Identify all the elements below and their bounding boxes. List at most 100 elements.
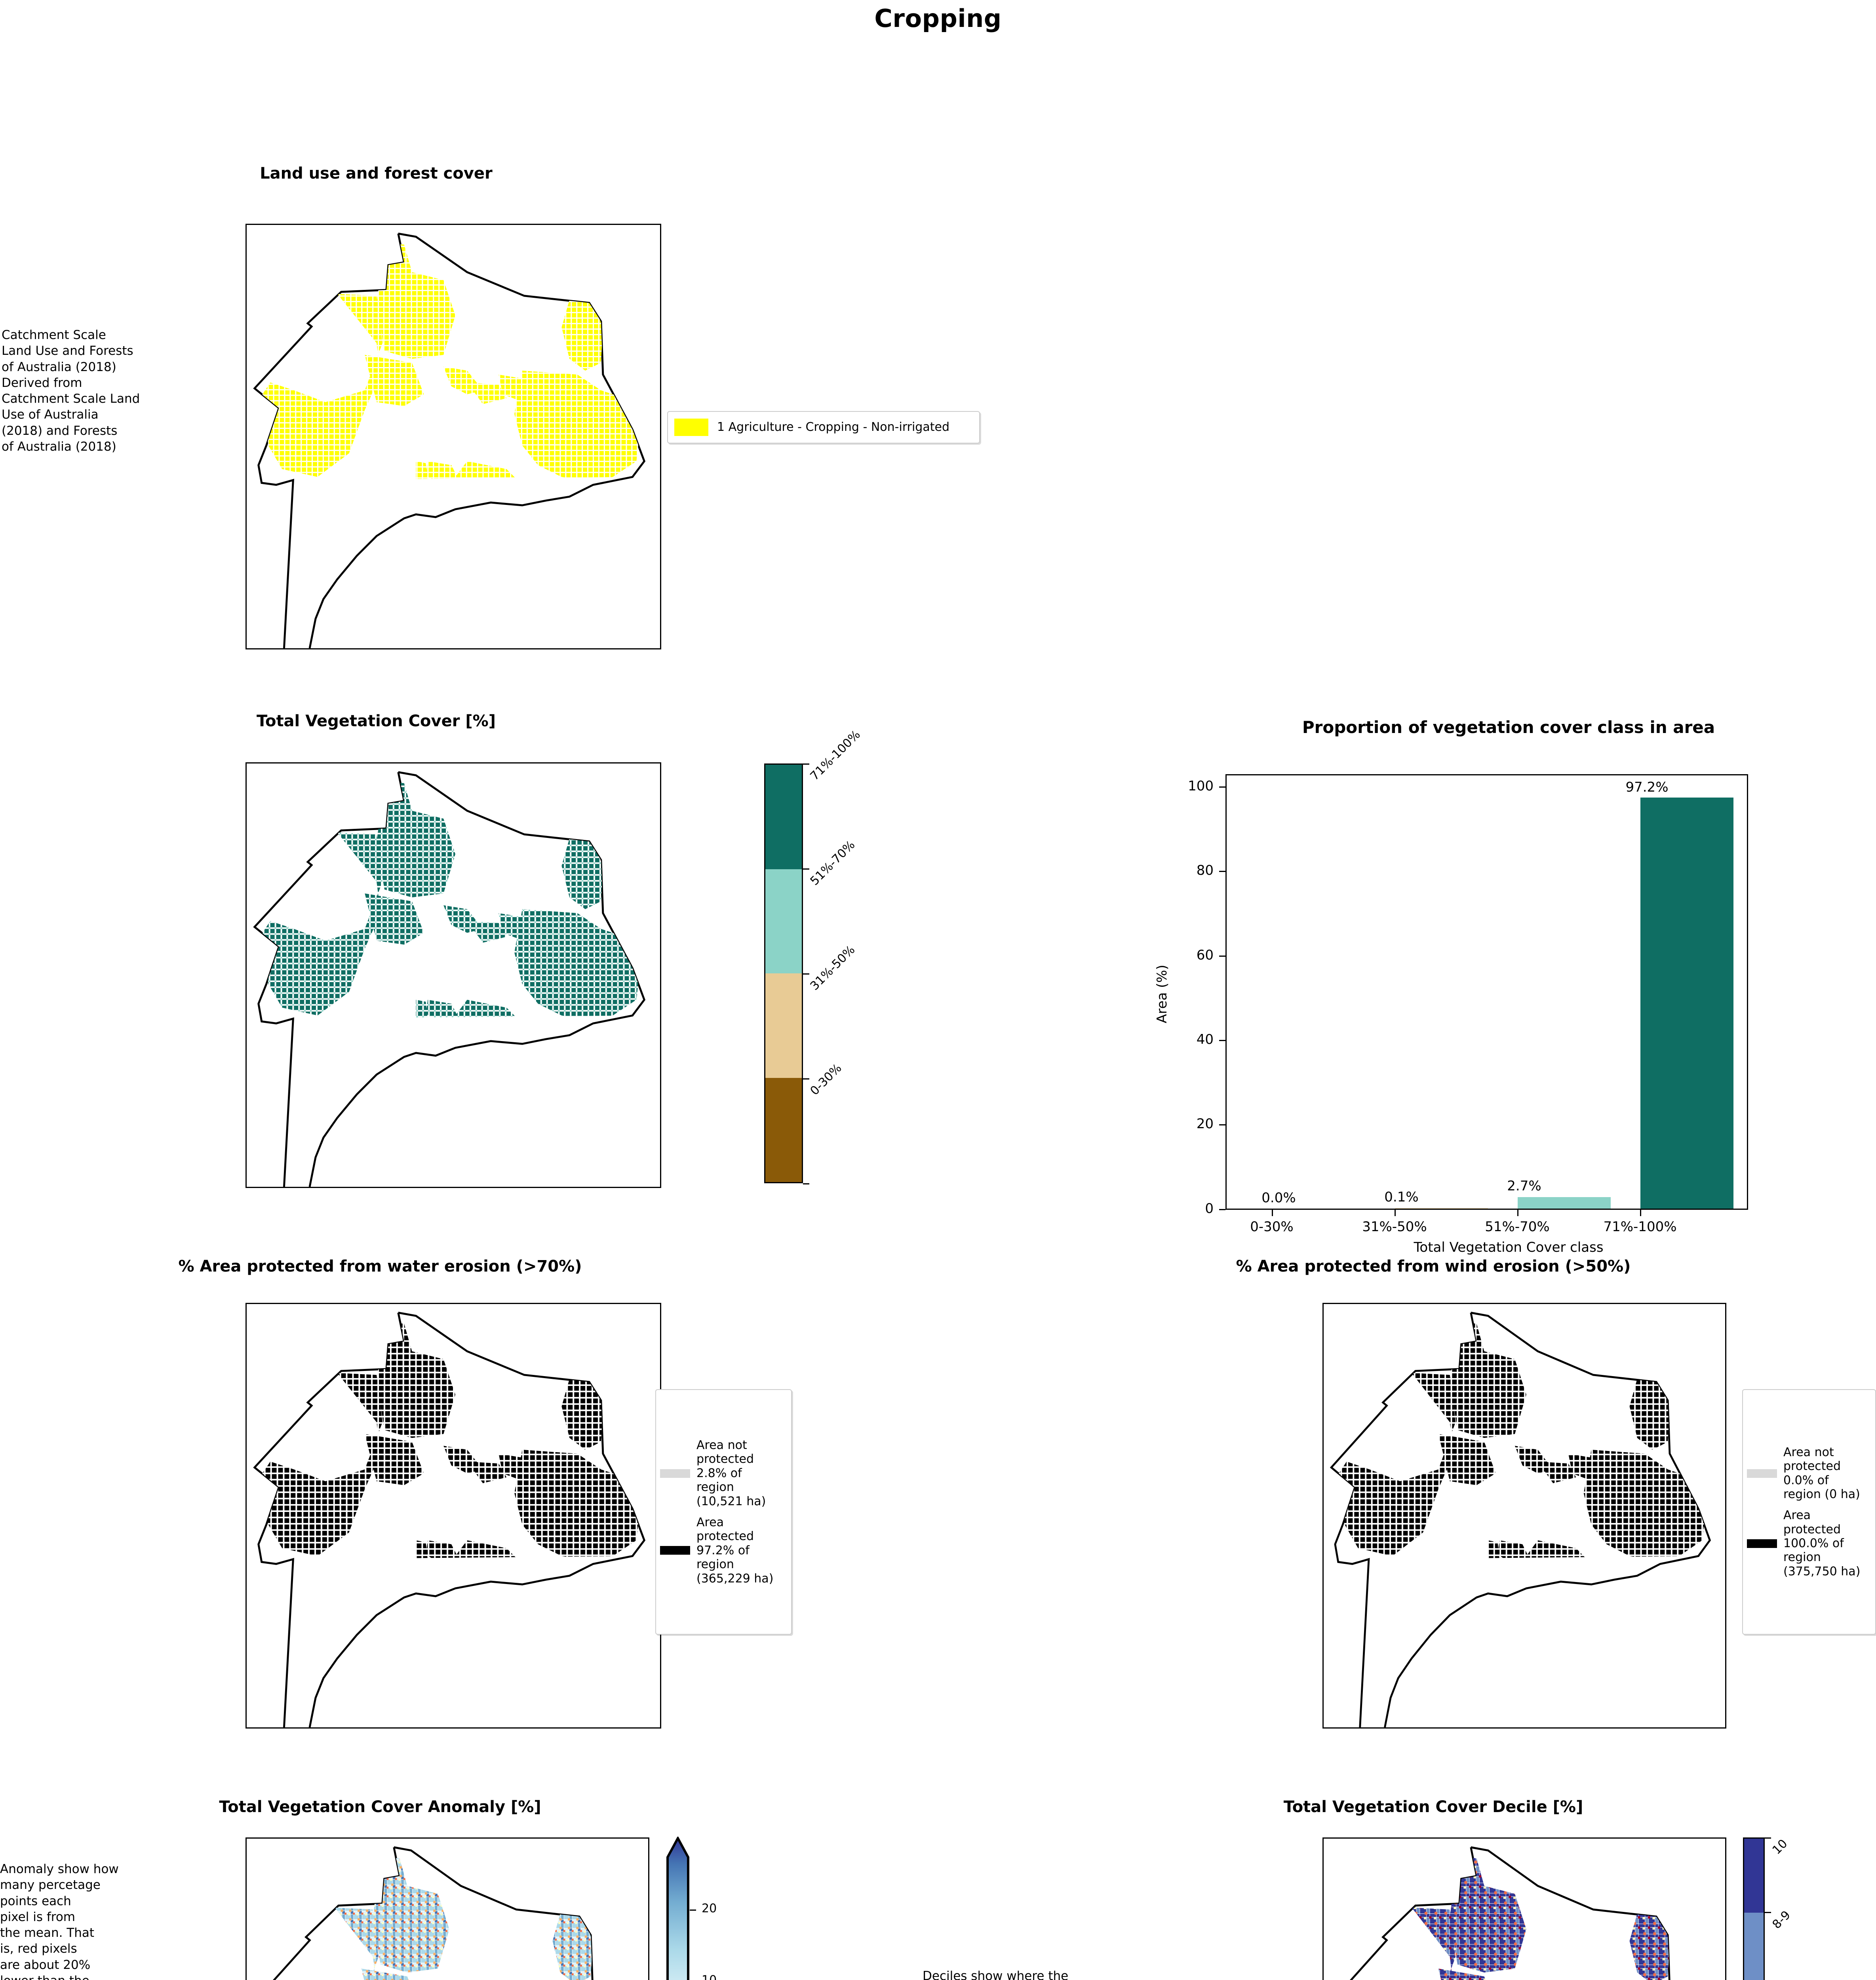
landuse-cropping-pixels <box>262 242 641 485</box>
page-title: Cropping <box>874 4 1002 33</box>
wind-erosion-map[interactable] <box>1322 1303 1726 1729</box>
anomaly-tick-label-20: 20 <box>702 1902 717 1915</box>
map-tick <box>1322 1605 1324 1606</box>
anomaly-map-svg <box>262 1846 594 1980</box>
decile-map[interactable] <box>1322 1837 1726 1980</box>
decile-panel-title: Total Vegetation Cover Decile [%] <box>1283 1798 1583 1816</box>
legend-swatch-protected <box>660 1546 690 1555</box>
legend-label-protected: Area protected 97.2% of region (365,229 … <box>696 1515 774 1586</box>
cbar-tick <box>1765 1912 1771 1913</box>
bar-value-label-3: 97.2% <box>1625 779 1669 795</box>
chart-title: Proportion of vegetation cover class in … <box>1302 718 1715 737</box>
map-tick <box>245 1367 247 1369</box>
anomaly-map[interactable] <box>245 1837 649 1980</box>
water-erosion-map[interactable] <box>245 1303 661 1729</box>
map-tick <box>245 1902 247 1903</box>
legend-swatch-not-protected <box>660 1469 690 1478</box>
y-tick <box>1219 956 1225 957</box>
cbar-tick <box>690 1910 696 1911</box>
cbar-band-51-70 <box>765 869 802 973</box>
vegcover-map[interactable] <box>245 762 661 1188</box>
bar-51-70[interactable] <box>1518 1197 1611 1209</box>
y-tick-label: 60 <box>1196 947 1214 963</box>
wind-erosion-panel-title: % Area protected from wind erosion (>50%… <box>1236 1257 1631 1276</box>
y-axis-label: Area (%) <box>1154 965 1170 1023</box>
y-tick <box>1219 786 1225 788</box>
y-tick <box>1219 871 1225 872</box>
landuse-map[interactable] <box>245 224 661 649</box>
x-tick <box>1640 1210 1641 1216</box>
x-tick-label: 0-30% <box>1250 1219 1294 1235</box>
anomaly-colorbar <box>666 1835 690 1980</box>
map-tick <box>245 1670 247 1672</box>
cbar-tick <box>803 868 809 870</box>
map-tick <box>245 1130 247 1131</box>
water-erosion-legend[interactable]: Area not protected 2.8% of region (10,52… <box>655 1389 792 1635</box>
anomaly-panel-title: Total Vegetation Cover Anomaly [%] <box>219 1798 541 1816</box>
map-tick <box>245 344 247 345</box>
decile-colorbar <box>1743 1837 1765 1980</box>
cbar-band-0-30 <box>765 1078 802 1182</box>
landuse-legend[interactable]: 1 Agriculture - Cropping - Non-irrigated <box>667 411 980 444</box>
map-tick <box>1522 1727 1523 1729</box>
legend-row-protected: Area protected 97.2% of region (365,229 … <box>660 1515 787 1586</box>
decile-label-10: 10 <box>1769 1837 1790 1857</box>
map-tick <box>518 1187 519 1188</box>
map-tick <box>245 1423 247 1424</box>
cbar-label-71-100: 71%-100% <box>807 727 863 783</box>
cbar-band-8-9 <box>1744 1913 1764 1980</box>
cbar-tick <box>803 763 809 765</box>
map-tick <box>245 882 247 883</box>
wind-erosion-legend[interactable]: Area not protected 0.0% of region (0 ha)… <box>1742 1389 1876 1635</box>
cbar-label-0-30: 0-30% <box>807 1061 845 1098</box>
bar-71-100[interactable] <box>1640 798 1733 1209</box>
y-tick <box>1219 1040 1225 1041</box>
y-tick-label: 40 <box>1196 1032 1214 1047</box>
y-tick-label: 80 <box>1196 862 1214 878</box>
map-tick <box>245 591 247 592</box>
vegcover-panel-title: Total Vegetation Cover [%] <box>256 712 496 730</box>
map-tick <box>371 648 373 649</box>
legend-swatch-cropping <box>674 419 708 436</box>
decile-map-svg <box>1339 1846 1671 1980</box>
legend-label-protected: Area protected 100.0% of region (375,750… <box>1783 1508 1861 1578</box>
vegcover-map-svg <box>253 771 646 1187</box>
map-tick <box>245 1064 247 1066</box>
cbar-band-71-100 <box>765 765 802 869</box>
map-tick <box>245 1957 247 1959</box>
map-tick <box>1322 1542 1324 1543</box>
map-tick <box>245 526 247 527</box>
cbar-tick <box>803 1078 809 1079</box>
water-erosion-panel-title: % Area protected from water erosion (>70… <box>178 1257 582 1276</box>
map-tick <box>1322 1423 1324 1424</box>
map-tick <box>245 1480 247 1481</box>
map-tick <box>1379 1727 1380 1729</box>
map-tick <box>518 1727 519 1729</box>
decile-label-8-9: 8-9 <box>1769 1908 1794 1932</box>
map-tick <box>245 940 247 941</box>
anomaly-colorbar-svg <box>666 1835 689 1980</box>
map-tick <box>245 1542 247 1543</box>
bar-31-50[interactable] <box>1395 1208 1488 1209</box>
map-tick <box>245 288 247 289</box>
map-tick <box>1322 1480 1324 1481</box>
cbar-tick <box>803 973 809 975</box>
map-tick <box>589 1727 590 1729</box>
water-erosion-map-svg <box>253 1312 646 1727</box>
y-tick <box>1219 1209 1225 1210</box>
y-tick-label: 100 <box>1188 778 1214 794</box>
landuse-map-svg <box>253 232 646 648</box>
map-tick <box>371 1187 373 1188</box>
bar-value-label-1: 0.1% <box>1384 1189 1419 1205</box>
x-tick <box>1517 1210 1518 1216</box>
legend-row-protected: Area protected 100.0% of region (375,750… <box>1747 1508 1871 1578</box>
map-tick <box>245 401 247 402</box>
landuse-panel-title: Land use and forest cover <box>260 164 493 183</box>
cbar-label-51-70: 51%-70% <box>807 838 858 888</box>
legend-label-cropping: 1 Agriculture - Cropping - Non-irrigated <box>717 420 949 434</box>
map-tick <box>445 1727 446 1729</box>
bar-value-label-2: 2.7% <box>1507 1178 1541 1194</box>
map-tick <box>245 1001 247 1002</box>
map-tick <box>518 648 519 649</box>
anomaly-tick-label-10: 10 <box>702 1973 717 1980</box>
